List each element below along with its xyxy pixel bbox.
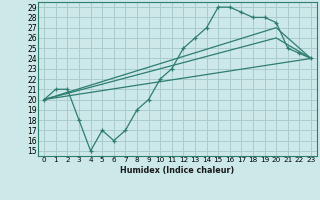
X-axis label: Humidex (Indice chaleur): Humidex (Indice chaleur): [120, 166, 235, 175]
